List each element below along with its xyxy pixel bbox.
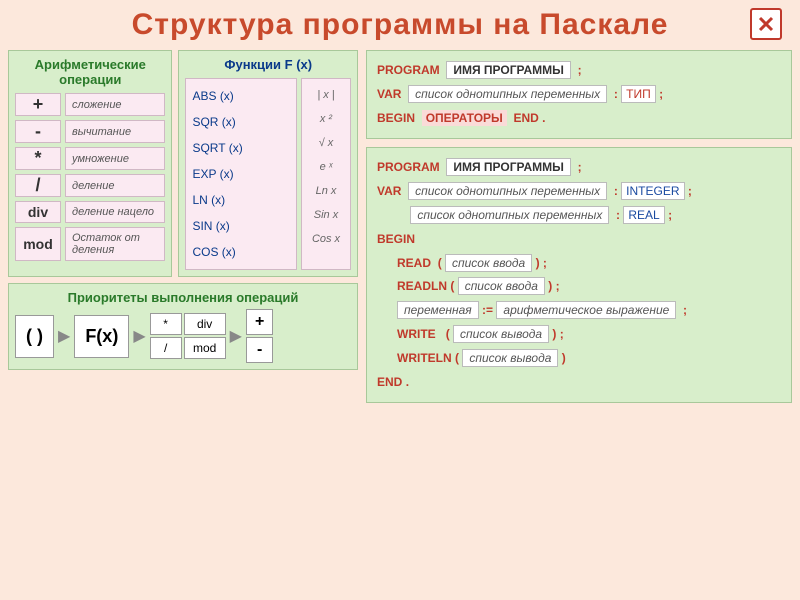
func-name: COS (x) xyxy=(190,239,292,265)
op-desc: умножение xyxy=(65,147,165,170)
arith-title: Арифметические операции xyxy=(15,57,165,87)
functions-panel: Функции F (x) ABS (x)SQR (x)SQRT (x)EXP … xyxy=(178,50,358,277)
priority-muldiv: * div / mod xyxy=(150,313,226,359)
func-names: ABS (x)SQR (x)SQRT (x)EXP (x)LN (x)SIN (… xyxy=(185,78,297,270)
priority-title: Приоритеты выполнения операций xyxy=(15,290,351,305)
code-template-full: PROGRAM ИМЯ ПРОГРАММЫ ; VAR список однот… xyxy=(366,147,792,403)
op-desc: деление нацело xyxy=(65,201,165,223)
func-math-expr: | x | xyxy=(306,83,346,107)
func-math-expr: e ˣ xyxy=(306,155,346,179)
op-desc: деление xyxy=(65,174,165,197)
func-name: SIN (x) xyxy=(190,213,292,239)
arithmetic-panel: Арифметические операции +сложение-вычита… xyxy=(8,50,172,277)
func-math-expr: Cos x xyxy=(306,227,346,251)
priority-fx: F(x) xyxy=(74,315,129,358)
op-desc: вычитание xyxy=(65,120,165,143)
func-title: Функции F (x) xyxy=(185,57,351,72)
priority-panel: Приоритеты выполнения операций ( ) ▶ F(x… xyxy=(8,283,358,370)
arith-row: /деление xyxy=(15,174,165,197)
arrow-icon: ▶ xyxy=(230,326,242,346)
close-button[interactable] xyxy=(750,8,782,40)
op-symbol: - xyxy=(15,120,61,143)
op-symbol: div xyxy=(15,201,61,223)
arith-row: divделение нацело xyxy=(15,201,165,223)
func-name: EXP (x) xyxy=(190,161,292,187)
func-math-expr: Sin x xyxy=(306,203,346,227)
close-icon xyxy=(756,14,776,34)
op-symbol: * xyxy=(15,147,61,170)
page-title: Структура программы на Паскале xyxy=(132,8,669,42)
op-symbol: + xyxy=(15,93,61,116)
priority-parens: ( ) xyxy=(15,315,54,358)
arith-row: *умножение xyxy=(15,147,165,170)
arrow-icon: ▶ xyxy=(133,326,145,346)
op-desc: Остаток от деления xyxy=(65,227,165,261)
priority-addsub: + - xyxy=(246,309,273,363)
op-symbol: mod xyxy=(15,227,61,261)
func-math-expr: Ln x xyxy=(306,179,346,203)
func-name: LN (x) xyxy=(190,187,292,213)
op-symbol: / xyxy=(15,174,61,197)
func-name: ABS (x) xyxy=(190,83,292,109)
func-math-expr: √ x xyxy=(306,131,346,155)
func-name: SQRT (x) xyxy=(190,135,292,161)
func-math: | x |x ²√ xe ˣLn xSin xCos x xyxy=(301,78,351,270)
func-math-expr: x ² xyxy=(306,107,346,131)
arith-row: +сложение xyxy=(15,93,165,116)
func-name: SQR (x) xyxy=(190,109,292,135)
arith-row: modОстаток от деления xyxy=(15,227,165,261)
arrow-icon: ▶ xyxy=(58,326,70,346)
arith-row: -вычитание xyxy=(15,120,165,143)
op-desc: сложение xyxy=(65,93,165,116)
code-template-short: PROGRAM ИМЯ ПРОГРАММЫ ; VAR список однот… xyxy=(366,50,792,139)
